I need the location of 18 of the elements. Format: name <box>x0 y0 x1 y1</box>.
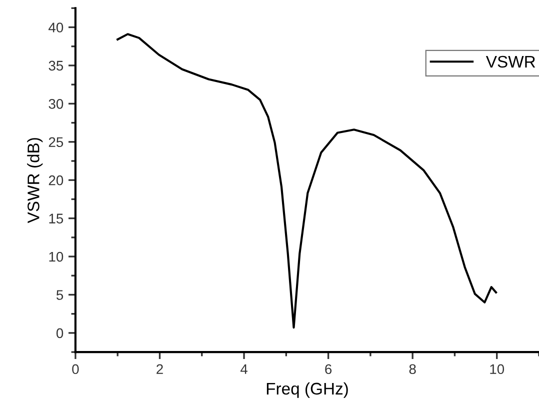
x-axis-title: Freq (GHz) <box>266 382 348 398</box>
x-tick-label: 6 <box>325 364 332 374</box>
y-tick-label: 15 <box>49 214 64 224</box>
x-tick-label: 8 <box>409 364 416 374</box>
y-tick-label: 35 <box>48 60 64 71</box>
x-tick-label: 2 <box>156 364 163 374</box>
y-tick-label: 0 <box>56 328 64 338</box>
y-tick-label: 10 <box>49 252 64 262</box>
x-tick-label: 0 <box>72 364 79 374</box>
x-tick-label: 10 <box>490 364 504 374</box>
y-axis-title: VSWR (dB) <box>27 138 43 224</box>
x-tick-label: 4 <box>240 364 248 374</box>
y-tick-label: 5 <box>56 290 64 300</box>
y-tick-label: 25 <box>48 137 64 148</box>
legend-label: VSWR <box>486 56 536 68</box>
y-tick-label: 40 <box>48 22 64 32</box>
y-tick-label: 20 <box>48 175 64 186</box>
y-tick-label: 30 <box>48 99 64 109</box>
